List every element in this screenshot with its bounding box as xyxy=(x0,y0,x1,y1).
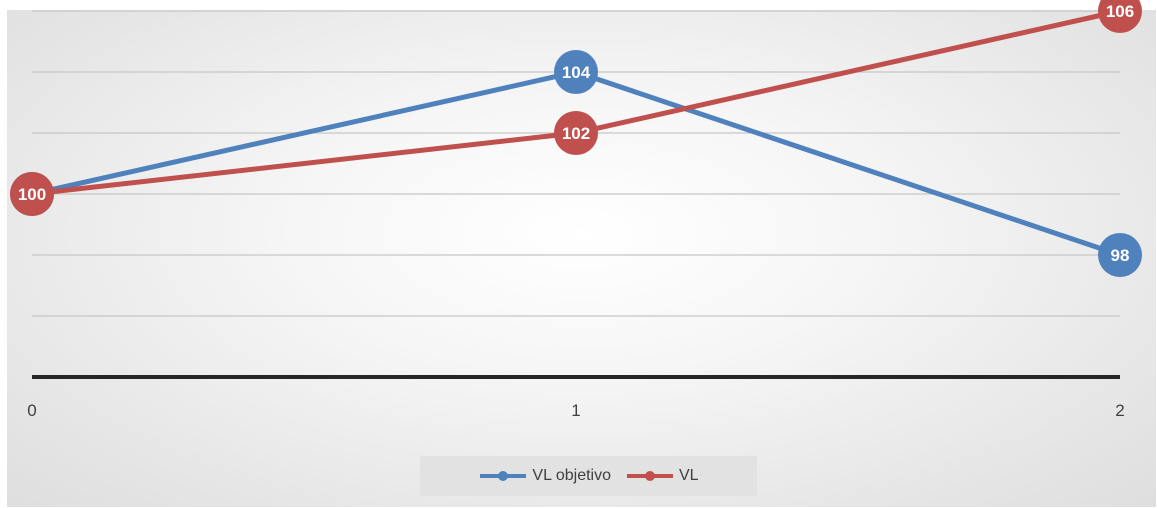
data-label: 104 xyxy=(562,63,591,82)
data-point xyxy=(554,50,598,94)
x-tick-label: 1 xyxy=(571,401,580,420)
data-label: 106 xyxy=(1106,2,1134,21)
series-line-0 xyxy=(29,69,1123,258)
x-tick-label: 2 xyxy=(1115,401,1124,420)
data-point xyxy=(1098,0,1142,33)
legend-marker-vl-objetivo xyxy=(498,471,509,481)
series-line-1 xyxy=(29,8,1123,197)
legend-item-vl-objetivo: VL objetivo xyxy=(478,467,611,485)
legend-item-vl: VL xyxy=(625,467,699,485)
data-label: 98 xyxy=(1111,246,1130,265)
legend-swatch-vl-objetivo xyxy=(480,471,527,481)
data-label: 102 xyxy=(562,124,590,143)
data-point xyxy=(554,111,598,155)
chart-legend: VL objetivo VL xyxy=(420,456,757,496)
data-point xyxy=(10,172,54,216)
x-tick-label: 0 xyxy=(27,401,36,420)
legend-swatch-vl xyxy=(627,471,673,481)
legend-label-vl: VL xyxy=(679,467,699,484)
data-label: 100 xyxy=(18,185,46,204)
legend-label-vl-objetivo: VL objetivo xyxy=(532,467,611,484)
legend-marker-vl xyxy=(645,471,655,481)
data-point xyxy=(1098,233,1142,277)
